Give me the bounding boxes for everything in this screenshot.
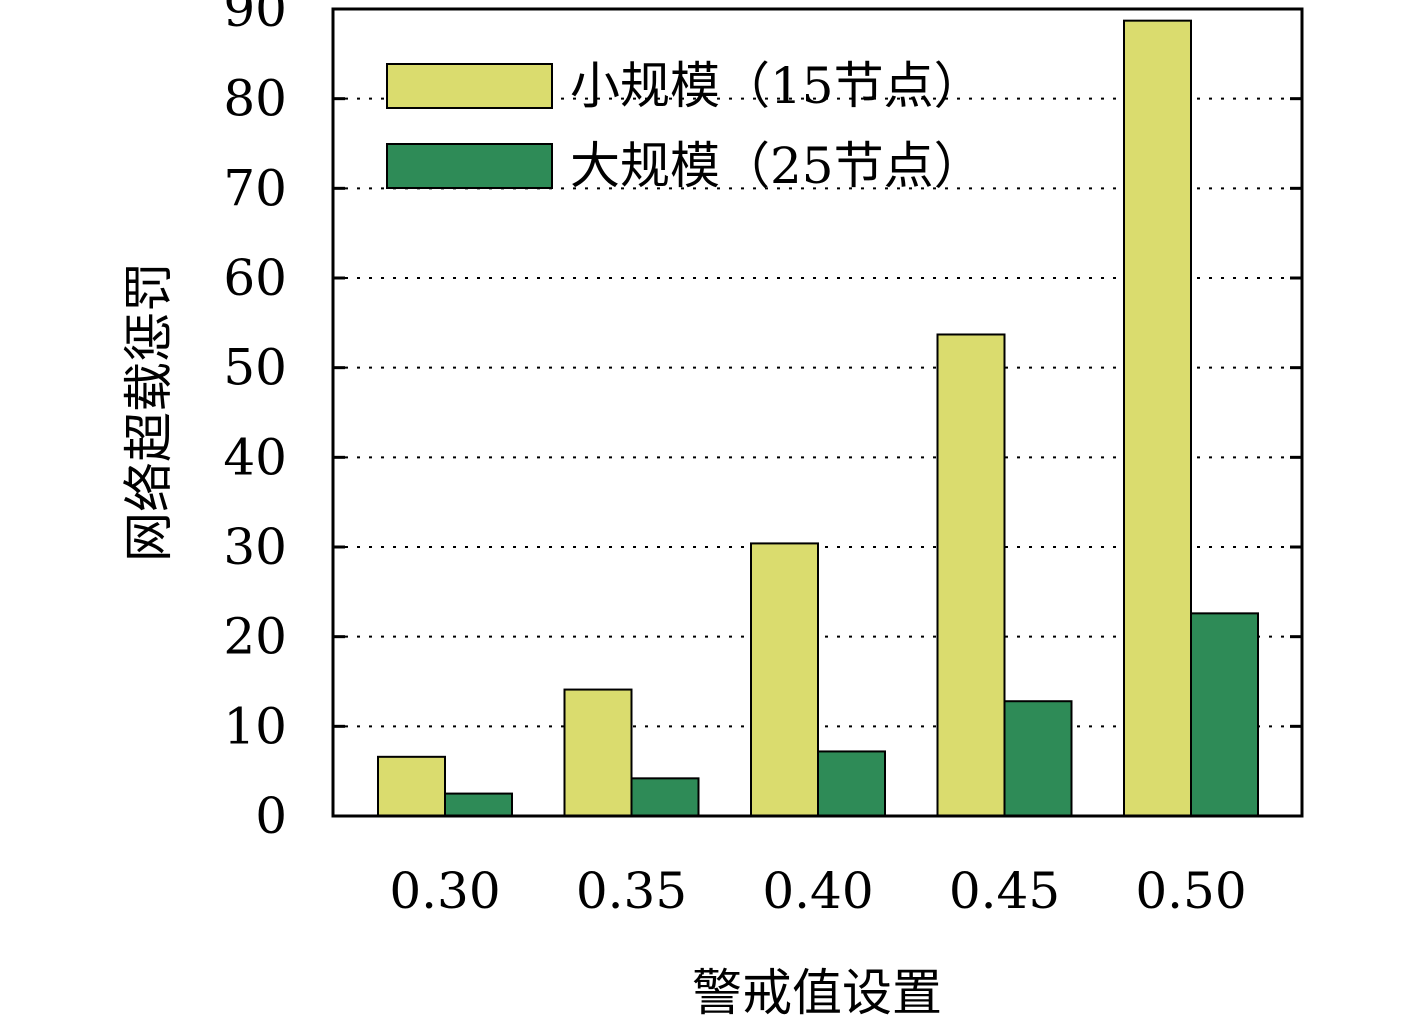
y-tick-label: 70	[223, 159, 287, 217]
bar-small-scale	[1123, 19, 1192, 817]
bars	[377, 19, 1259, 818]
bar-large-scale	[630, 777, 700, 818]
bar-large-scale	[1003, 700, 1073, 818]
bar-large-scale	[1190, 612, 1259, 817]
y-tick-labels: 0 10 20 30 40 50 60 70 80 90	[223, 0, 287, 845]
x-tick-label: 0.30	[389, 862, 500, 920]
y-tick-label: 80	[223, 70, 287, 128]
y-tick-label: 0	[255, 787, 287, 845]
y-tick-label: 10	[223, 697, 287, 755]
legend-swatch	[386, 63, 553, 109]
legend-swatch	[386, 143, 553, 189]
y-axis-title: 网络超载惩罚	[120, 262, 178, 562]
x-tick-label: 0.40	[762, 862, 873, 920]
x-axis-title: 警戒值设置	[692, 964, 942, 1022]
bar-small-scale	[563, 688, 633, 818]
y-tick-label: 40	[223, 428, 287, 486]
bar-small-scale	[750, 542, 819, 817]
axis-ticks	[333, 7, 1302, 818]
bar-small-scale	[936, 333, 1006, 817]
x-tick-label: 0.50	[1135, 862, 1246, 920]
bar-large-scale	[444, 792, 513, 817]
legend: 小规模（15节点） 大规模（25节点）	[386, 57, 984, 195]
y-tick-label: 90	[223, 0, 287, 38]
x-tick-label: 0.45	[949, 862, 1060, 920]
x-tick-label: 0.35	[576, 862, 687, 920]
plot-frame	[331, 7, 1304, 818]
y-tick-label: 60	[223, 249, 287, 307]
y-tick-label: 20	[223, 608, 287, 666]
y-tick-label: 30	[223, 518, 287, 576]
y-tick-label: 50	[223, 339, 287, 397]
x-tick-labels: 0.30 0.35 0.40 0.45 0.50	[389, 862, 1246, 920]
legend-label: 小规模（15节点）	[570, 57, 984, 115]
bar-large-scale	[817, 750, 886, 817]
bar-small-scale	[377, 755, 446, 818]
legend-label: 大规模（25节点）	[570, 137, 984, 195]
